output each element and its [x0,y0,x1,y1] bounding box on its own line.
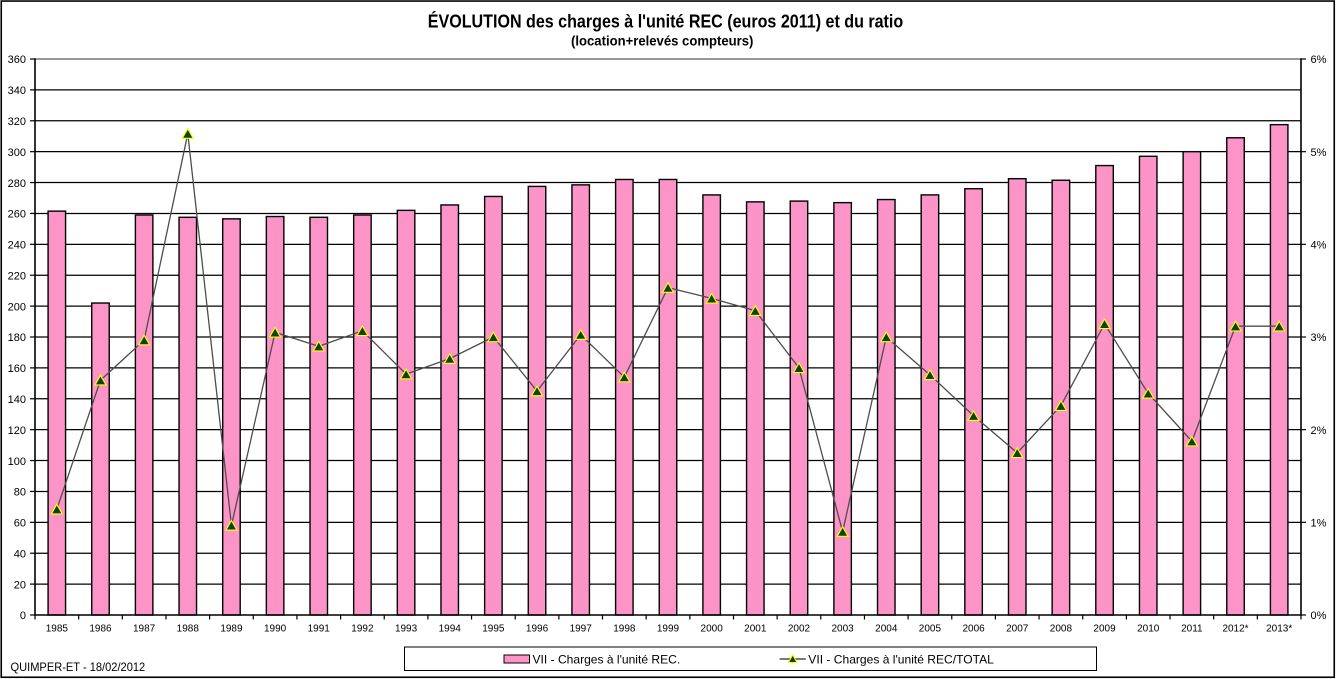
svg-text:1985: 1985 [46,624,69,635]
svg-text:2000: 2000 [701,624,724,635]
svg-text:20: 20 [14,579,26,591]
svg-text:2005: 2005 [919,624,942,635]
svg-text:4%: 4% [1311,240,1327,252]
svg-text:2007: 2007 [1006,624,1029,635]
svg-text:(location+relevés compteurs): (location+relevés compteurs) [571,32,753,48]
svg-text:240: 240 [8,240,26,252]
svg-text:80: 80 [14,487,26,499]
svg-text:60: 60 [14,518,26,530]
svg-text:2011: 2011 [1181,624,1203,635]
svg-text:140: 140 [8,394,26,406]
svg-text:1996: 1996 [526,624,549,635]
svg-text:ÉVOLUTION des charges à l'uni: ÉVOLUTION des charges à l'unité REC (eur… [428,10,903,31]
svg-text:1%: 1% [1311,518,1327,530]
svg-text:2010: 2010 [1137,624,1160,635]
svg-text:1995: 1995 [482,624,505,635]
svg-text:1986: 1986 [89,624,112,635]
svg-text:100: 100 [8,456,26,468]
svg-text:1988: 1988 [177,624,200,635]
svg-text:2001: 2001 [744,624,767,635]
svg-text:1987: 1987 [133,624,156,635]
svg-text:180: 180 [8,332,26,344]
svg-text:2003: 2003 [831,624,854,635]
svg-text:1989: 1989 [220,624,243,635]
svg-text:1992: 1992 [351,624,374,635]
svg-text:220: 220 [8,270,26,282]
svg-text:VII - Charges à l'unité REC/TO: VII - Charges à l'unité REC/TOTAL [808,653,994,667]
svg-text:3%: 3% [1311,332,1327,344]
svg-text:0: 0 [20,610,26,622]
svg-text:2009: 2009 [1093,624,1116,635]
svg-text:40: 40 [14,548,26,560]
svg-text:6%: 6% [1311,54,1327,66]
svg-text:1997: 1997 [570,624,593,635]
svg-text:2013*: 2013* [1266,624,1292,635]
svg-text:1990: 1990 [264,624,287,635]
svg-text:320: 320 [8,116,26,128]
svg-text:5%: 5% [1311,147,1327,159]
svg-text:360: 360 [8,54,26,66]
svg-text:1994: 1994 [439,624,462,635]
svg-text:2002: 2002 [788,624,811,635]
svg-text:160: 160 [8,363,26,375]
svg-text:2004: 2004 [875,624,898,635]
svg-text:2008: 2008 [1050,624,1073,635]
svg-text:1991: 1991 [308,624,331,635]
svg-text:2006: 2006 [962,624,985,635]
svg-text:1999: 1999 [657,624,680,635]
svg-text:QUIMPER-ET - 18/02/2012: QUIMPER-ET - 18/02/2012 [11,660,146,674]
svg-text:200: 200 [8,301,26,313]
svg-text:VII - Charges à l'unité REC.: VII - Charges à l'unité REC. [533,653,681,667]
svg-text:260: 260 [8,209,26,221]
svg-text:340: 340 [8,85,26,97]
svg-text:0%: 0% [1311,610,1327,622]
svg-text:1998: 1998 [613,624,636,635]
svg-text:2%: 2% [1311,425,1327,437]
svg-text:120: 120 [8,425,26,437]
svg-text:2012*: 2012* [1222,624,1248,635]
svg-text:1993: 1993 [395,624,418,635]
svg-text:300: 300 [8,147,26,159]
svg-text:280: 280 [8,178,26,190]
